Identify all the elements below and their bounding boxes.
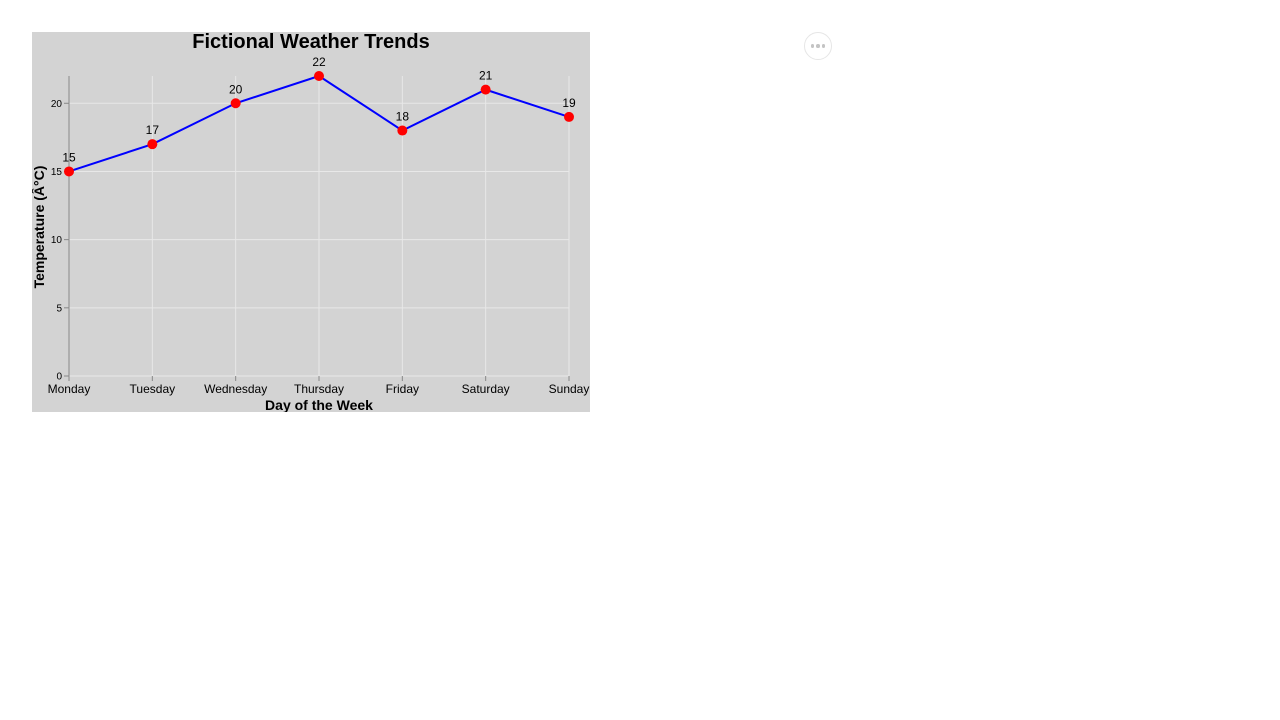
- y-tick-label: 0: [56, 372, 62, 383]
- chart-svg: 0 5 10 15 20 Monday Tuesday Wednesday Thursday Fr…: [32, 32, 590, 412]
- ellipsis-horizontal-icon: [810, 44, 826, 48]
- x-tick-label: Wednesday: [204, 382, 267, 396]
- data-point: [147, 139, 158, 150]
- x-tick-label: Sunday: [549, 382, 590, 396]
- y-axis-label: Temperature (Â°C): [32, 166, 47, 289]
- data-label: 18: [396, 110, 410, 124]
- axes: 0 5 10 15 20 Monday Tuesday Wednesday Thursday Fr…: [48, 76, 590, 396]
- data-point: [564, 111, 574, 122]
- data-label: 20: [229, 82, 243, 96]
- data-label: 19: [562, 96, 576, 110]
- data-point: [480, 84, 491, 95]
- data-label: 22: [312, 55, 326, 69]
- line-chart: 0 5 10 15 20 Monday Tuesday Wednesday Thursday Fr…: [32, 32, 590, 412]
- data-point: [397, 125, 408, 136]
- chart-title: Fictional Weather Trends: [192, 32, 429, 53]
- data-label: 17: [146, 123, 160, 137]
- x-tick-label: Monday: [48, 382, 91, 396]
- x-tick-label: Thursday: [294, 382, 344, 396]
- data-label: 21: [479, 69, 493, 83]
- data-point: [64, 166, 74, 177]
- chart-background: [32, 32, 590, 412]
- x-tick-label: Saturday: [462, 382, 510, 396]
- x-tick-label: Friday: [386, 382, 419, 396]
- data-point: [230, 98, 241, 109]
- y-tick-label: 10: [51, 235, 63, 246]
- y-tick-label: 20: [51, 99, 63, 110]
- y-tick-label: 15: [51, 167, 63, 178]
- more-options-button[interactable]: [804, 32, 832, 60]
- x-axis-label: Day of the Week: [265, 397, 373, 412]
- y-tick-label: 5: [56, 303, 62, 314]
- x-tick-label: Tuesday: [130, 382, 176, 396]
- data-point: [314, 71, 324, 81]
- series: 15 17 20 22 18 21 19: [62, 55, 576, 177]
- data-label: 15: [62, 150, 76, 164]
